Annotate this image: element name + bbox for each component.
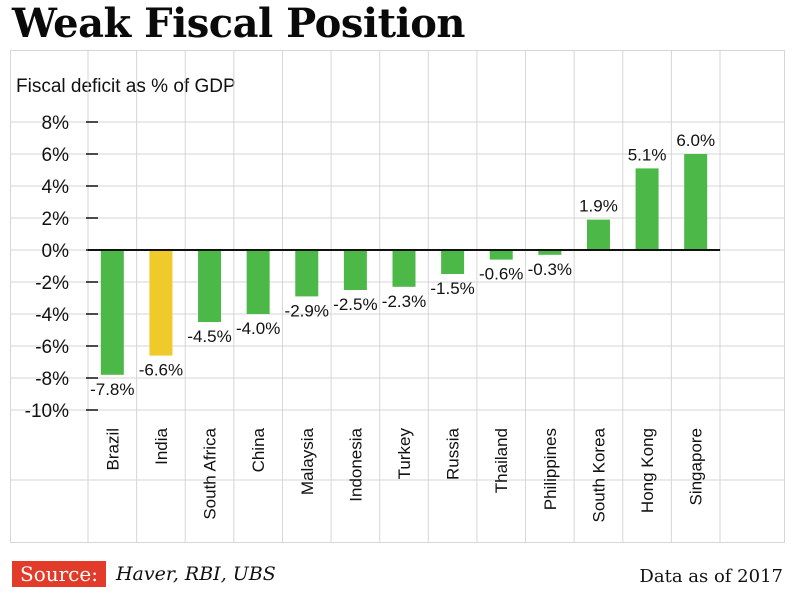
data-date-note: Data as of 2017 [639,566,783,587]
bar-thailand [489,250,513,260]
y-tick-label: -2% [35,273,69,294]
y-tick-label: 0% [42,241,70,262]
category-label: Indonesia [346,427,365,501]
y-tick-label: 6% [42,145,70,166]
bar-brazil [100,250,124,375]
category-label: Philippines [541,428,560,510]
source-line: Source: Haver, RBI, UBS [12,561,276,587]
y-tick-label: 2% [42,209,70,230]
value-label: -2.5% [333,295,377,314]
value-label: 6.0% [676,131,715,150]
value-label: -0.6% [479,265,523,284]
category-label: South Africa [201,427,220,519]
y-tick-label: -8% [35,369,69,390]
bar-turkey [392,250,416,287]
value-label: -0.3% [528,260,572,279]
value-label: -6.6% [139,361,183,380]
bar-chart: Fiscal deficit as % of GDP 8% 6% 4% 2% 0% -2%… [10,50,785,543]
source-badge: Source: [12,561,106,587]
y-tick-label: -6% [35,337,69,358]
value-label: 1.9% [579,197,618,216]
value-label: -2.3% [382,292,426,311]
bar-china [246,250,270,314]
y-axis-label: Fiscal deficit as % of GDP [16,76,236,97]
bars [100,154,708,375]
category-label: Malaysia [298,427,317,495]
chart-frame [10,50,785,543]
y-axis-ticks: 8% 6% 4% 2% 0% -2% -4% -6% -8% -10% [25,113,98,422]
y-tick-label: -4% [35,305,69,326]
category-label: China [249,427,268,472]
chart-title: Weak Fiscal Position [12,0,466,47]
x-axis-labels: Brazil India South Africa China Malaysia Indo… [103,427,705,522]
bar-south-korea [586,219,610,250]
value-label: -1.5% [430,279,474,298]
value-labels: -7.8% -6.6%-4.5% -4.0% -2.9% -2.5% -2.3%-1.5%… [90,131,715,399]
category-label: Brazil [103,428,122,471]
value-label: -2.9% [285,301,329,320]
category-label: Russia [444,427,463,480]
bar-malaysia [295,250,319,297]
category-label: Thailand [492,428,511,493]
value-label: 5.1% [628,145,667,164]
bar-singapore [684,154,708,250]
source-text: Haver, RBI, UBS [115,563,276,585]
category-label: Hong Kong [638,428,657,513]
bar-philippines [538,250,562,255]
y-tick-label: 4% [42,177,70,198]
bar-south-africa [198,250,222,322]
bar-indonesia [343,250,367,290]
value-label: -7.8% [90,380,134,399]
value-label: -4.5% [187,327,231,346]
category-label: South Korea [589,427,608,522]
y-tick-label: 8% [42,113,70,134]
bar-hong-kong [635,168,659,250]
value-label: -4.0% [236,319,280,338]
y-tick-label: -10% [25,401,69,422]
category-label: Turkey [395,428,414,480]
category-label: Singapore [687,428,706,506]
bar-india [149,250,173,356]
bar-russia [441,250,465,274]
category-label: India [152,427,171,464]
